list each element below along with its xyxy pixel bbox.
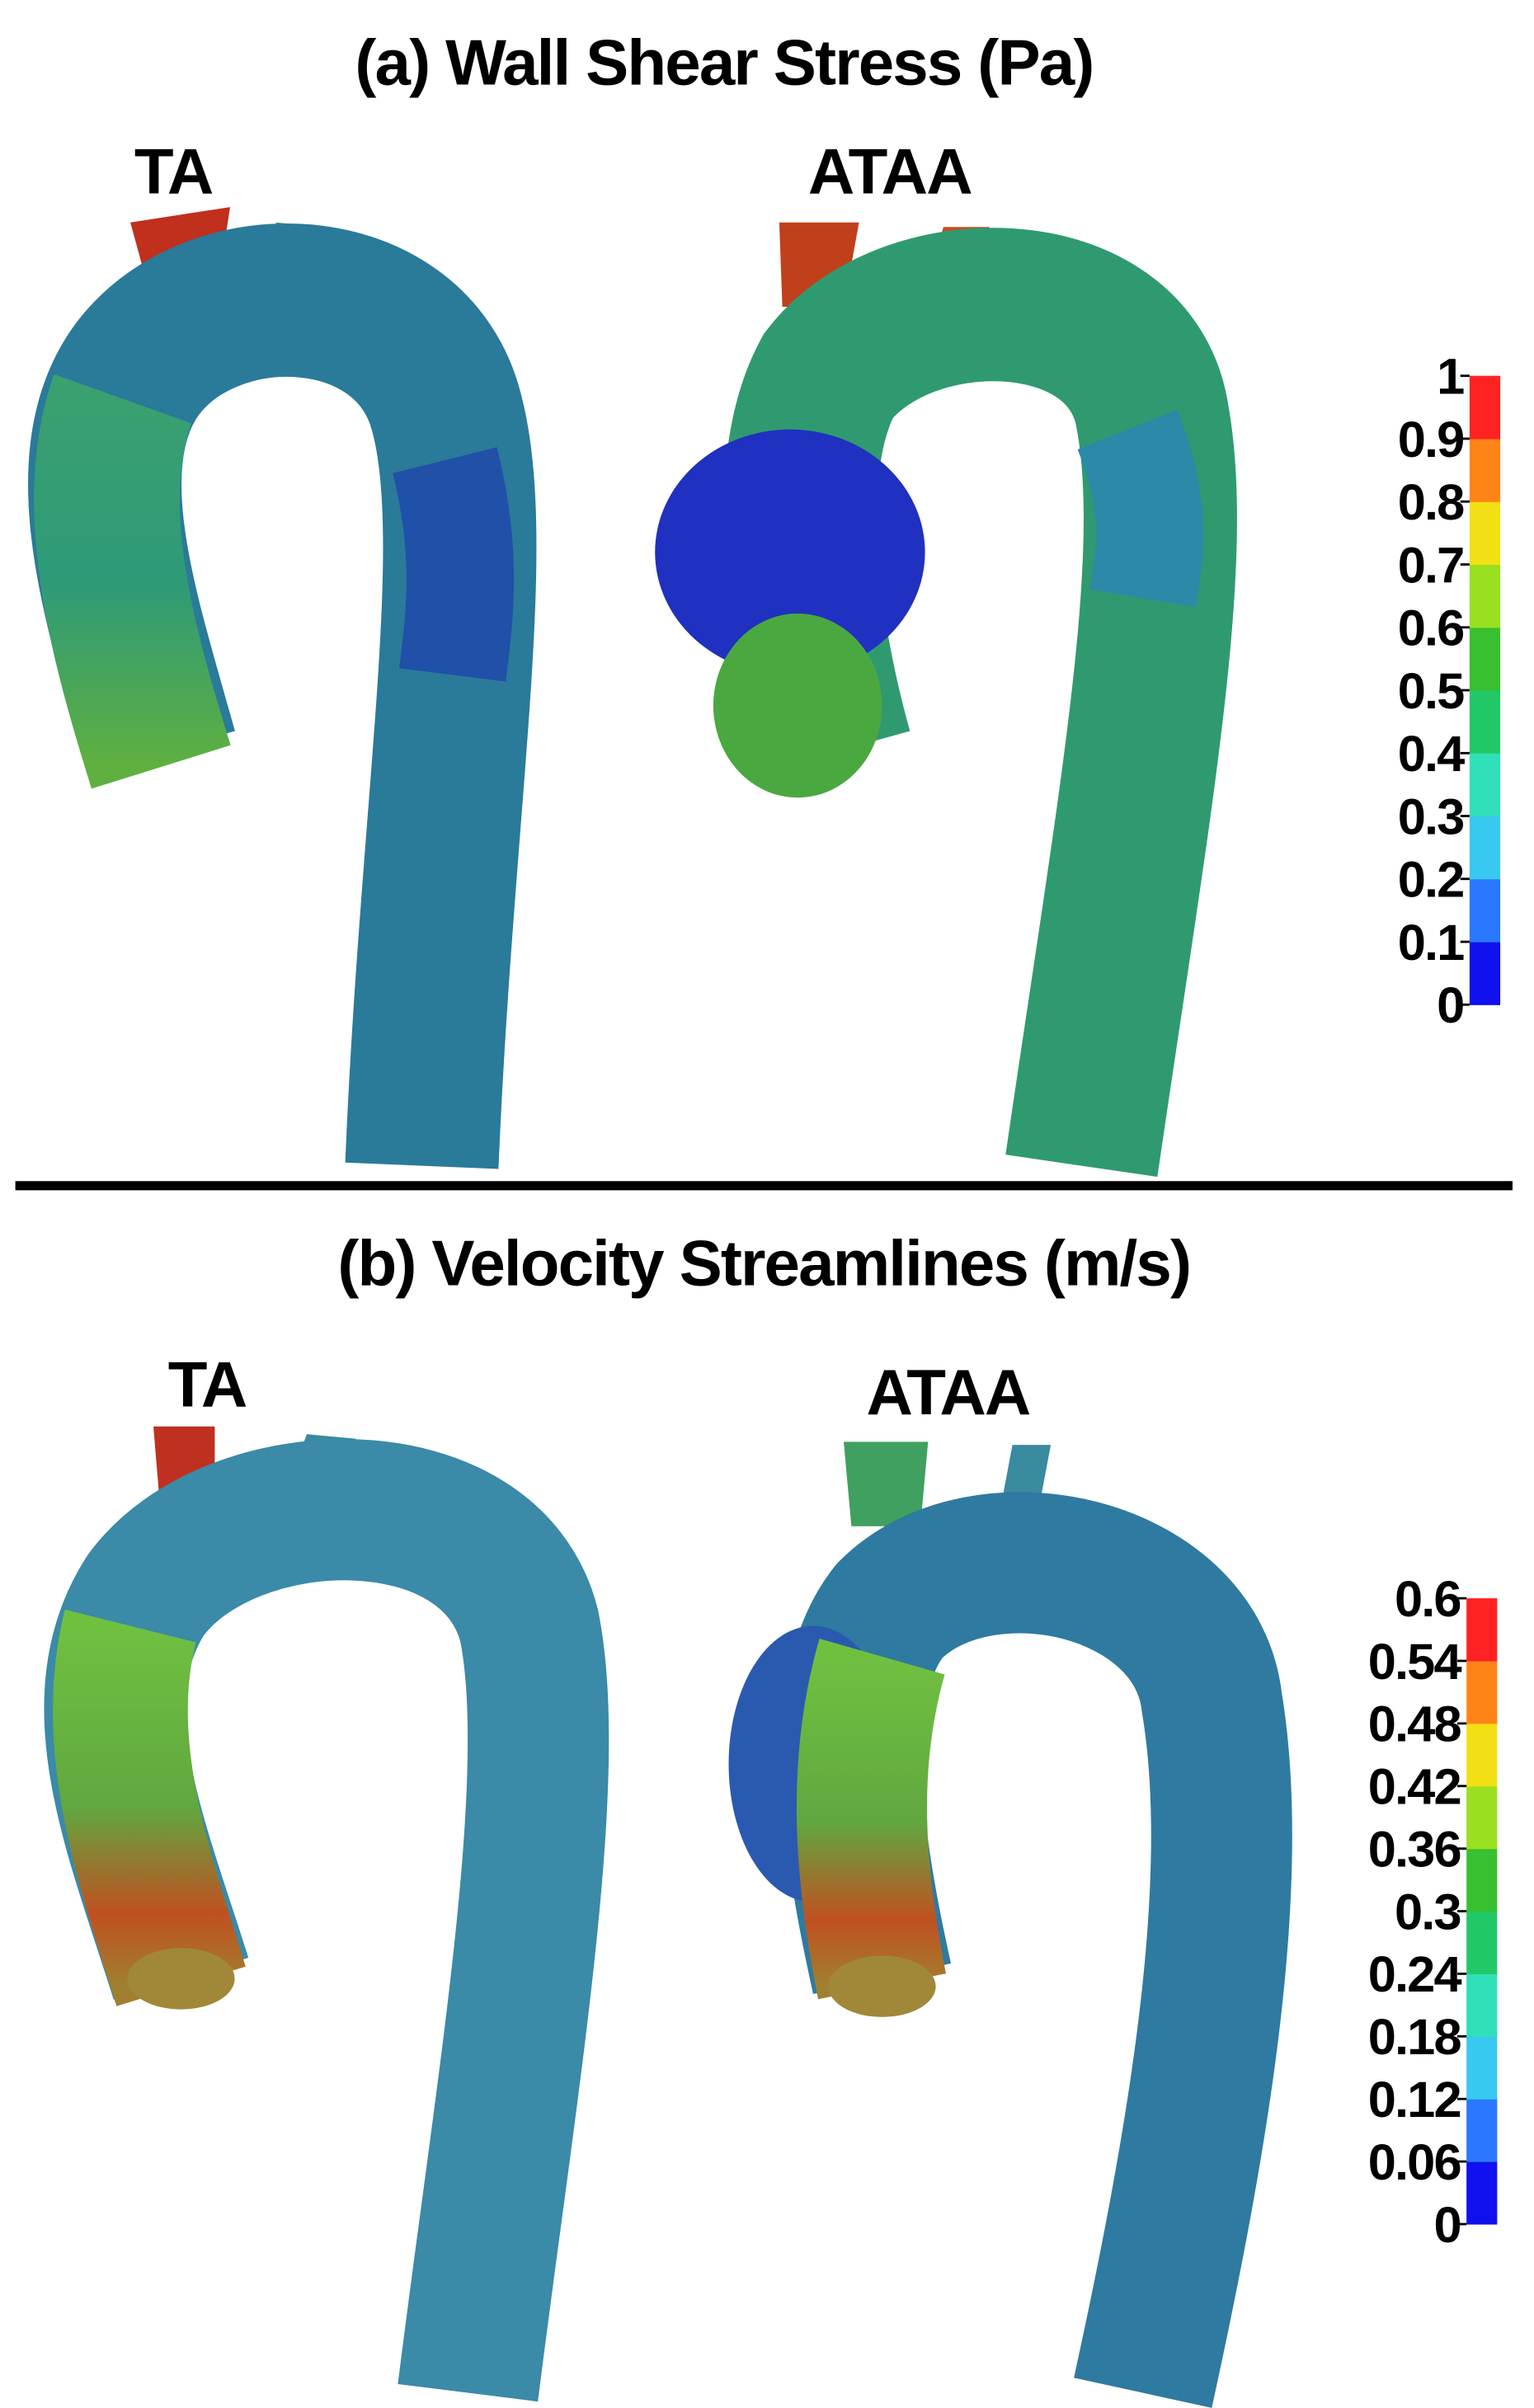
tick-label: 0.7	[1398, 537, 1464, 594]
aorta-ataa-wss	[655, 222, 1237, 1178]
colorbar-bin	[1466, 1911, 1498, 1975]
colorbar-bin	[1469, 816, 1501, 880]
colorbar-bin	[1466, 2161, 1498, 2225]
tick-label: 0.6	[1398, 600, 1464, 657]
colorbar-bin	[1466, 1785, 1498, 1850]
colorbar-bin	[1469, 878, 1501, 943]
tick-label: 0.5	[1398, 663, 1464, 720]
colorbar: 0 0.1 0.2 0.30.4 0.5 0.6 0.7 0.8 0.9 1	[1398, 348, 1501, 1034]
tick-label: 0.54	[1368, 1634, 1462, 1691]
model-label: TA	[134, 134, 213, 207]
tick-label: 0.9	[1398, 412, 1464, 468]
model-label: ATAA	[808, 134, 972, 207]
colorbar-bin	[1469, 627, 1501, 691]
panel-title: (b) Velocity Streamlines (m/s)	[337, 1227, 1190, 1300]
aorta-ataa-velocity	[728, 1442, 1292, 2408]
tick-label: 0.48	[1368, 1696, 1461, 1753]
colorbar-bin	[1469, 942, 1501, 1005]
aorta-ta-velocity	[44, 1426, 609, 2402]
colorbar-bin	[1466, 1598, 1498, 1662]
tick-label: 0.8	[1398, 474, 1464, 531]
tick-label: 0.6	[1395, 1571, 1461, 1628]
tick-label: 0.3	[1398, 788, 1464, 845]
colorbar-bin	[1469, 564, 1501, 628]
tick-label: 0.24	[1368, 1946, 1462, 2003]
aorta-ta-wss	[28, 207, 537, 1169]
tick-label: 0	[1437, 977, 1463, 1034]
colorbar-bin	[1469, 690, 1501, 754]
model-label: TA	[168, 1348, 247, 1421]
tick-label: 0	[1433, 2197, 1460, 2254]
tick-label: 0.06	[1368, 2134, 1461, 2191]
colorbar-bin	[1466, 1723, 1498, 1787]
tick-label: 0.42	[1368, 1759, 1461, 1816]
figure-content: (a) Wall Shear Stress (Pa) TA ATAA 00.10…	[15, 26, 1513, 2408]
colorbar-bin	[1466, 1661, 1498, 1724]
model-label: ATAA	[867, 1356, 1030, 1428]
colorbar-bin	[1469, 438, 1501, 502]
colorbar-bin	[1469, 501, 1501, 566]
colorbar: 0 0.06 0.12 0.18 0.24 0.3 0.360.42 0.480.54 0.6	[1368, 1571, 1498, 2254]
tick-label: 0.1	[1398, 915, 1464, 971]
colorbar-bin	[1469, 375, 1501, 440]
tick-label: 0.4	[1398, 726, 1465, 783]
panel-title: (a) Wall Shear Stress (Pa)	[355, 26, 1093, 98]
colorbar-bin	[1466, 2099, 1498, 2162]
colorbar-bin	[1466, 1848, 1498, 1912]
tick-label: 0.36	[1368, 1821, 1461, 1878]
tick-label: 0.18	[1368, 2009, 1461, 2066]
colorbar-bin	[1466, 2036, 1498, 2100]
colorbar-bin	[1469, 753, 1501, 817]
tick-label: 0.2	[1398, 852, 1464, 909]
tick-label: 1	[1437, 348, 1464, 405]
tick-label: 0.3	[1395, 1884, 1461, 1940]
tick-label: 0.12	[1368, 2072, 1461, 2128]
colorbar-bin	[1466, 1973, 1498, 2037]
